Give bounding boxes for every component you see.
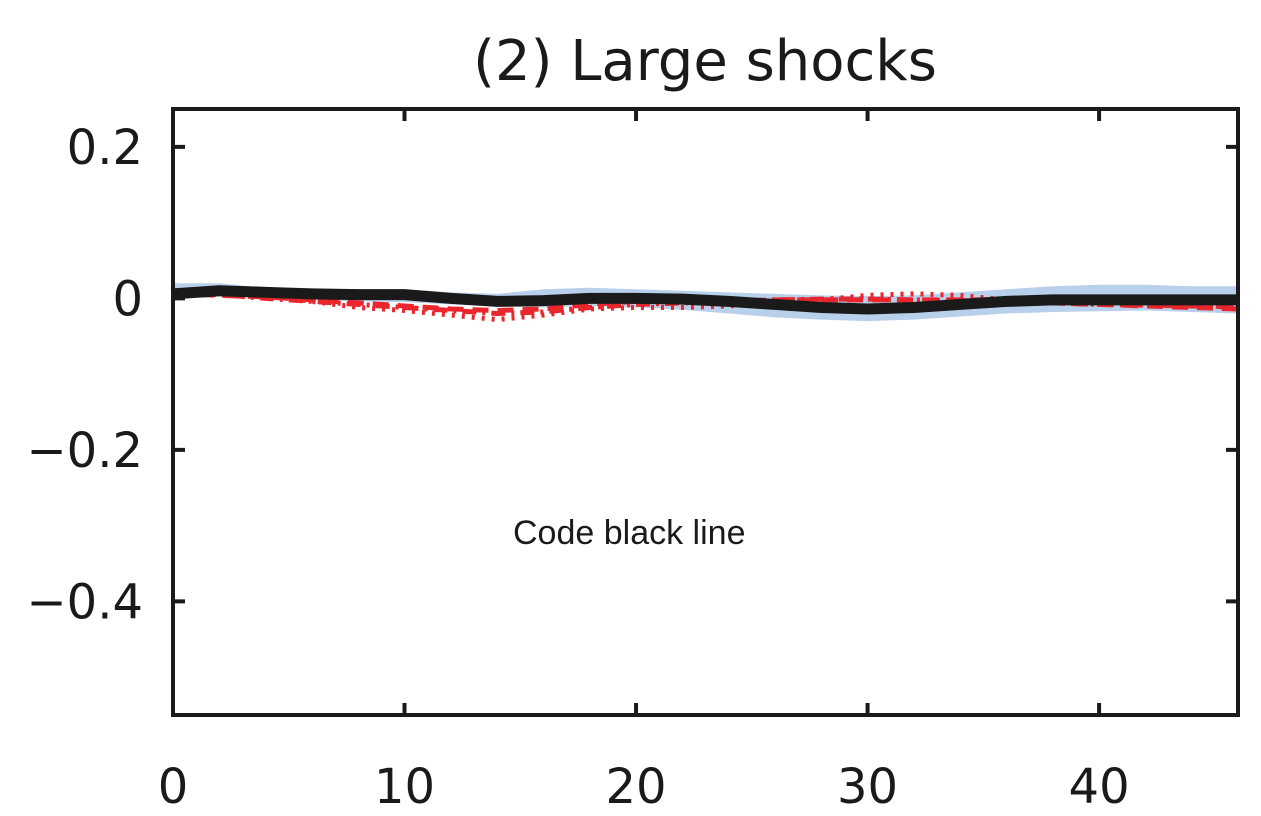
y-tick-label: 0 <box>112 271 143 327</box>
plot-area: 0 10 20 30 40 0.2 0 −0.2 −0.4 <box>26 107 1240 815</box>
axes-frame <box>171 107 1240 717</box>
chart-annotation: Code black line <box>513 514 745 552</box>
x-tick-label: 20 <box>606 759 667 815</box>
x-tick-label: 0 <box>158 759 189 815</box>
x-tick-label: 40 <box>1069 759 1130 815</box>
y-tick-label: −0.4 <box>26 574 143 630</box>
y-tick-label: −0.2 <box>26 423 143 479</box>
x-tick-label: 10 <box>374 759 435 815</box>
x-tick-label: 30 <box>837 759 898 815</box>
y-tick-label: 0.2 <box>67 120 143 176</box>
series-line-solid <box>172 285 1238 315</box>
chart-title: (2) Large shocks <box>473 29 937 94</box>
